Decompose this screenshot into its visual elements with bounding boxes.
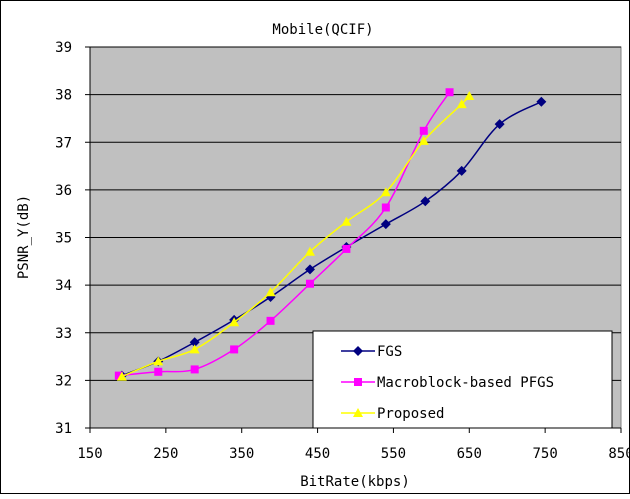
data-point-fgs-11: [536, 96, 547, 107]
data-point-proposed-6: [341, 216, 352, 226]
y-axis-ticks: 31 32 33 34 35 36 37 38 39: [55, 40, 90, 437]
data-point-fgs-8: [420, 196, 431, 207]
x-tick-label-150: 150: [77, 446, 102, 462]
legend-marker-proposed: [353, 408, 363, 417]
y-tick-label-35: 35: [55, 231, 72, 247]
data-point-proposed-1: [153, 356, 164, 366]
y-tick-label-33: 33: [55, 326, 72, 342]
series-proposed: [116, 91, 475, 381]
data-point-macroblock-based-pfgs-4: [266, 316, 275, 325]
data-point-proposed-8: [418, 135, 429, 145]
x-tick-label-850: 850: [608, 446, 630, 462]
data-point-macroblock-based-pfgs-9: [445, 88, 454, 97]
data-point-proposed-2: [189, 344, 200, 354]
chart-title: Mobile(QCIF): [272, 22, 373, 38]
x-tick-label-350: 350: [229, 446, 254, 462]
x-tick-label-250: 250: [153, 446, 178, 462]
legend-item-macroblock-based-pfgs: Macroblock-based PFGS: [341, 375, 554, 391]
data-point-macroblock-based-pfgs-5: [305, 279, 314, 288]
legend-label-proposed: Proposed: [377, 406, 444, 422]
x-axis-ticks: 150 250 350 450 550 650 750 850: [77, 428, 630, 462]
legend-marker-macroblock-based-pfgs: [354, 378, 362, 386]
y-axis-label: PSNR_Y(dB): [16, 195, 32, 279]
data-point-macroblock-based-pfgs-3: [230, 345, 239, 354]
data-point-proposed-4: [265, 287, 276, 297]
data-point-fgs-9: [456, 165, 467, 176]
y-tick-label-36: 36: [55, 183, 72, 199]
legend-marker-fgs: [353, 346, 363, 356]
data-point-macroblock-based-pfgs-6: [342, 244, 351, 253]
y-tick-label-31: 31: [55, 421, 72, 437]
legend: FGS Macroblock-based PFGS Proposed: [312, 330, 613, 429]
data-point-macroblock-based-pfgs-2: [190, 365, 199, 374]
x-tick-label-750: 750: [532, 446, 557, 462]
y-tick-label-38: 38: [55, 88, 72, 104]
x-tick-label-450: 450: [305, 446, 330, 462]
data-point-proposed-0: [116, 371, 127, 381]
legend-item-proposed: Proposed: [341, 406, 444, 422]
data-point-fgs-2: [189, 337, 200, 348]
y-tick-label-32: 32: [55, 373, 72, 389]
data-point-proposed-3: [229, 317, 240, 327]
data-point-proposed-7: [380, 187, 391, 197]
data-point-proposed-10: [464, 91, 475, 101]
data-point-fgs-7: [380, 219, 391, 230]
y-tick-label-39: 39: [55, 40, 72, 56]
y-tick-label-37: 37: [55, 135, 72, 151]
y-tick-label-34: 34: [55, 278, 72, 294]
legend-box: [312, 330, 613, 429]
data-point-fgs-5: [304, 264, 315, 275]
legend-label-fgs: FGS: [377, 344, 402, 360]
data-point-macroblock-based-pfgs-1: [154, 367, 163, 376]
x-tick-label-550: 550: [381, 446, 406, 462]
legend-item-fgs: FGS: [341, 344, 402, 360]
legend-label-macroblock-based-pfgs: Macroblock-based PFGS: [377, 375, 554, 391]
data-point-macroblock-based-pfgs-0: [114, 371, 123, 380]
series-layer: [114, 88, 547, 381]
data-point-macroblock-based-pfgs-8: [419, 126, 428, 135]
data-point-macroblock-based-pfgs-7: [381, 203, 390, 212]
data-point-proposed-9: [456, 99, 467, 109]
data-point-proposed-5: [304, 246, 315, 256]
data-point-fgs-10: [494, 119, 505, 130]
x-tick-label-650: 650: [457, 446, 482, 462]
x-axis-label: BitRate(kbps): [300, 474, 410, 490]
